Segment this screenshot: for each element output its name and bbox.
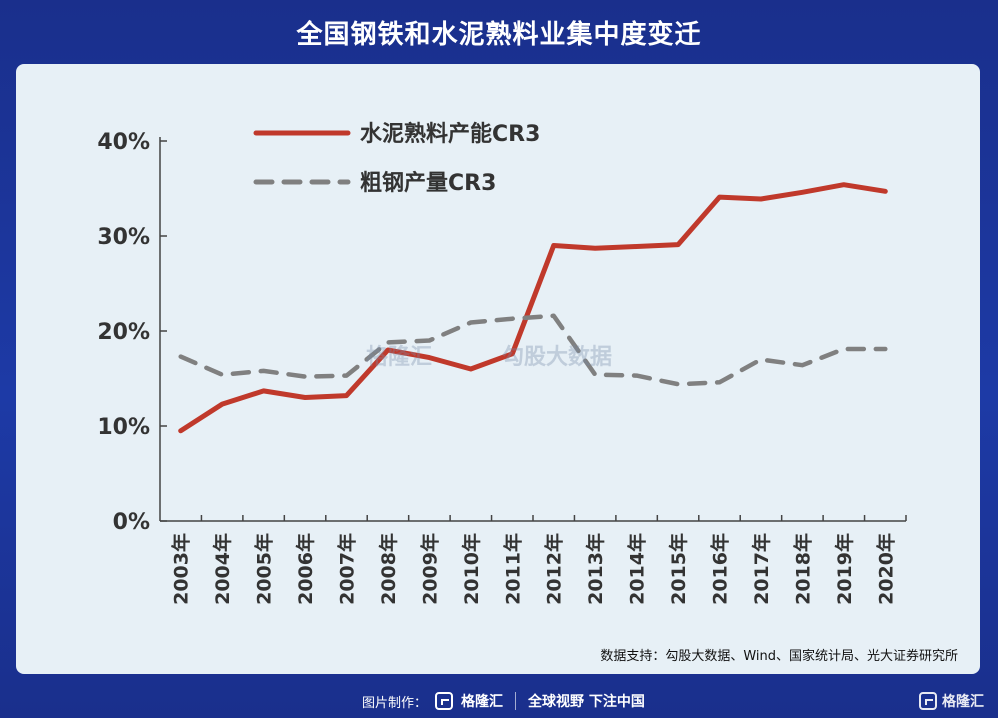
footer-credit: 图片制作： 格隆汇 全球视野 下注中国 bbox=[362, 691, 645, 711]
x-tick-label: 2016年 bbox=[709, 533, 732, 605]
y-tick-label: 0% bbox=[113, 510, 150, 535]
footer-slogan: 全球视野 下注中国 bbox=[528, 694, 645, 710]
page-title: 全国钢铁和水泥熟料业集中度变迁 bbox=[296, 20, 702, 50]
y-tick-label: 10% bbox=[97, 415, 150, 440]
corner-logo: 格隆汇 bbox=[919, 691, 984, 711]
x-tick-label: 2006年 bbox=[294, 533, 317, 605]
y-tick-label: 40% bbox=[97, 130, 150, 155]
watermark: 格隆汇 勾股大数据 bbox=[366, 339, 612, 371]
series-line-2 bbox=[178, 313, 888, 387]
x-tick-label: 2020年 bbox=[874, 533, 897, 605]
watermark-left: 格隆汇 bbox=[366, 345, 433, 370]
series-line-1 bbox=[178, 182, 888, 434]
gelonghui-logo-icon bbox=[435, 692, 454, 710]
x-tick-label: 2012年 bbox=[543, 533, 566, 605]
x-tick-label: 2003年 bbox=[170, 533, 193, 605]
chart-card: 0% 10% 20% 30% 40% 2003年 2004年 2005年 2006年 2007年 2… bbox=[16, 64, 980, 674]
x-tick-label: 2014年 bbox=[626, 533, 649, 605]
y-tick-label: 20% bbox=[97, 320, 150, 345]
footer-divider bbox=[515, 692, 517, 710]
x-tick-label: 2009年 bbox=[418, 533, 441, 605]
y-tick-label: 30% bbox=[97, 225, 150, 250]
x-tick-label: 2008年 bbox=[377, 533, 400, 605]
corner-logo-icon bbox=[919, 692, 937, 710]
footer-brand: 格隆汇 bbox=[461, 694, 504, 710]
line-chart: 0% 10% 20% 30% 40% 2003年 2004年 2005年 2006年 2007年 2… bbox=[97, 121, 907, 605]
x-tick-label: 2011年 bbox=[501, 533, 524, 605]
x-tick-label: 2004年 bbox=[211, 533, 234, 605]
x-tick-label: 2013年 bbox=[584, 533, 607, 605]
x-tick-label: 2007年 bbox=[336, 533, 359, 605]
x-tick-label: 2018年 bbox=[791, 533, 814, 605]
source-note: 数据支持：勾股大数据、Wind、国家统计局、光大证券研究所 bbox=[600, 649, 958, 664]
x-tick-label: 2019年 bbox=[833, 533, 856, 605]
x-tick-label: 2010年 bbox=[460, 533, 483, 605]
x-tick-label: 2005年 bbox=[253, 533, 276, 605]
x-tick-label: 2017年 bbox=[750, 533, 773, 605]
legend-label-1: 水泥熟料产能CR3 bbox=[360, 121, 540, 147]
x-tick-label: 2015年 bbox=[667, 533, 690, 605]
credit-label: 图片制作： bbox=[362, 695, 428, 711]
legend-label-2: 粗钢产量CR3 bbox=[360, 170, 496, 196]
footer: 图片制作： 格隆汇 全球视野 下注中国 格隆汇 bbox=[0, 684, 998, 718]
corner-brand: 格隆汇 bbox=[942, 694, 984, 710]
watermark-right: 勾股大数据 bbox=[502, 345, 613, 370]
